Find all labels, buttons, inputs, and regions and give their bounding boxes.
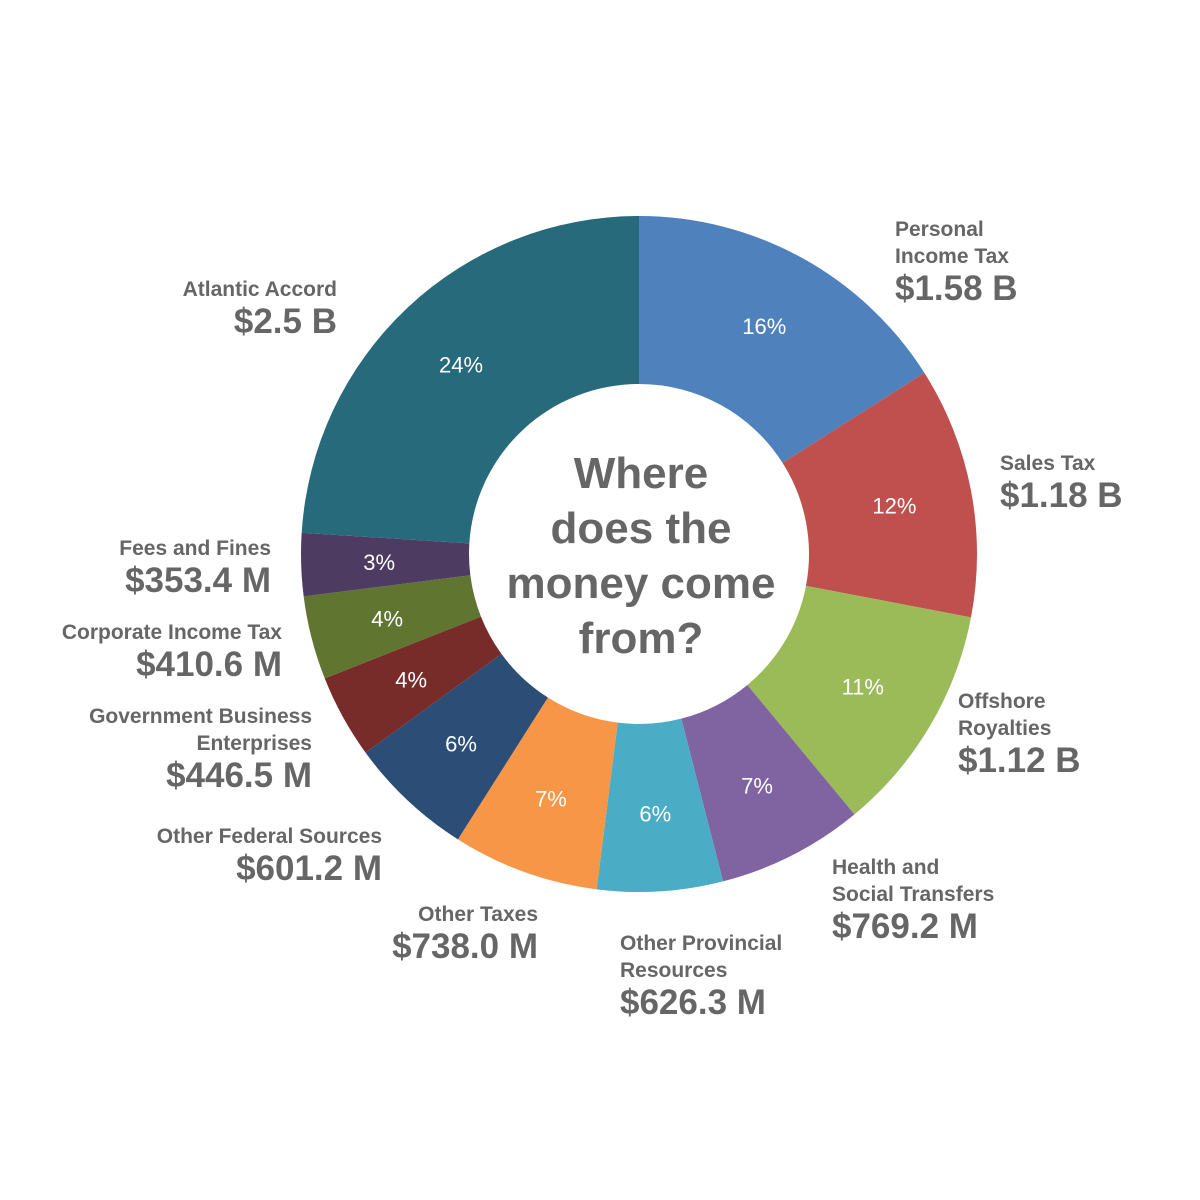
category-label-sales-tax: Sales Tax $1.18 B: [1000, 452, 1123, 515]
slice-offshore-royalties: [747, 585, 972, 815]
slice-other-taxes: [457, 697, 618, 890]
title-line: Where: [574, 449, 708, 498]
slice-atlantic-accord: [301, 216, 639, 544]
category-label-other-federal-sources: Other Federal Sources $601.2 M: [157, 825, 382, 888]
category-name: Government Business: [89, 705, 312, 728]
slice-health-and-social-transfers: [681, 684, 855, 882]
category-name: Social Transfers: [832, 883, 994, 906]
category-amount: $1.18 B: [1000, 476, 1123, 515]
percent-label-personal-income-tax: 16%: [742, 314, 786, 339]
title-line: from?: [579, 614, 704, 663]
category-amount: $446.5 M: [166, 756, 312, 795]
category-amount: $738.0 M: [392, 927, 538, 966]
percent-label-fees-and-fines: 3%: [363, 550, 395, 575]
percent-label-government-business-enterprises: 4%: [395, 667, 427, 692]
slices-group: [301, 216, 977, 892]
percent-label-corporate-income-tax: 4%: [371, 607, 403, 632]
percent-label-atlantic-accord: 24%: [439, 352, 483, 377]
slice-fees-and-fines: [301, 532, 471, 597]
category-amount: $2.5 B: [234, 302, 337, 341]
category-amount: $601.2 M: [236, 849, 382, 888]
category-name: Fees and Fines: [119, 537, 271, 560]
category-amount: $1.12 B: [958, 741, 1081, 780]
slice-government-business-enterprises: [324, 616, 502, 753]
slice-corporate-income-tax: [303, 575, 481, 679]
percent-label-other-taxes: 7%: [535, 787, 567, 812]
category-name: Atlantic Accord: [183, 278, 337, 301]
category-amount: $410.6 M: [136, 645, 282, 684]
category-label-offshore-royalties: Offshore Royalties $1.12 B: [958, 690, 1081, 780]
category-amount: $1.58 B: [895, 269, 1018, 308]
category-amount: $353.4 M: [125, 561, 271, 600]
category-name: Health and: [832, 856, 939, 879]
category-name: Other Provincial: [620, 932, 782, 955]
category-labels-group: Personal Income Tax $1.58 B Sales Tax $1.18 …: [62, 218, 1123, 1022]
percent-label-other-provincial-resources: 6%: [639, 801, 671, 826]
category-name: Corporate Income Tax: [62, 621, 282, 644]
slice-personal-income-tax: [639, 216, 925, 463]
category-name: Sales Tax: [1000, 452, 1096, 475]
category-label-other-taxes: Other Taxes $738.0 M: [392, 903, 538, 966]
category-name: Personal: [895, 218, 984, 241]
percent-label-other-federal-sources: 6%: [445, 732, 477, 757]
category-name: Other Taxes: [418, 903, 538, 926]
percent-label-health-and-social-transfers: 7%: [741, 774, 773, 799]
category-label-health-and-social-transfers: Health and Social Transfers $769.2 M: [832, 856, 994, 946]
percent-labels-group: 16% 12% 11% 7% 6% 7% 6% 4% 4% 3% 24%: [363, 314, 916, 826]
category-label-government-business-enterprises: Government Business Enterprises $446.5 M: [89, 705, 312, 795]
slice-other-federal-sources: [365, 653, 548, 840]
slice-sales-tax: [782, 372, 977, 618]
category-name: Other Federal Sources: [157, 825, 382, 848]
category-name: Income Tax: [895, 245, 1009, 268]
title-line: does the: [551, 504, 732, 553]
category-label-fees-and-fines: Fees and Fines $353.4 M: [119, 537, 271, 600]
percent-label-offshore-royalties: 11%: [842, 674, 884, 699]
percent-label-sales-tax: 12%: [872, 493, 916, 518]
category-amount: $769.2 M: [832, 907, 978, 946]
category-label-other-provincial-resources: Other Provincial Resources $626.3 M: [620, 932, 782, 1022]
category-label-personal-income-tax: Personal Income Tax $1.58 B: [895, 218, 1018, 308]
slice-other-provincial-resources: [596, 718, 724, 892]
category-name: Resources: [620, 959, 727, 982]
category-amount: $626.3 M: [620, 983, 766, 1022]
title-line: money come: [507, 559, 776, 608]
category-name: Offshore: [958, 690, 1046, 713]
category-name: Royalties: [958, 717, 1051, 740]
category-label-atlantic-accord: Atlantic Accord $2.5 B: [183, 278, 337, 341]
category-label-corporate-income-tax: Corporate Income Tax $410.6 M: [62, 621, 282, 684]
chart-title: Where does the money come from?: [507, 449, 776, 663]
category-name: Enterprises: [196, 732, 312, 755]
